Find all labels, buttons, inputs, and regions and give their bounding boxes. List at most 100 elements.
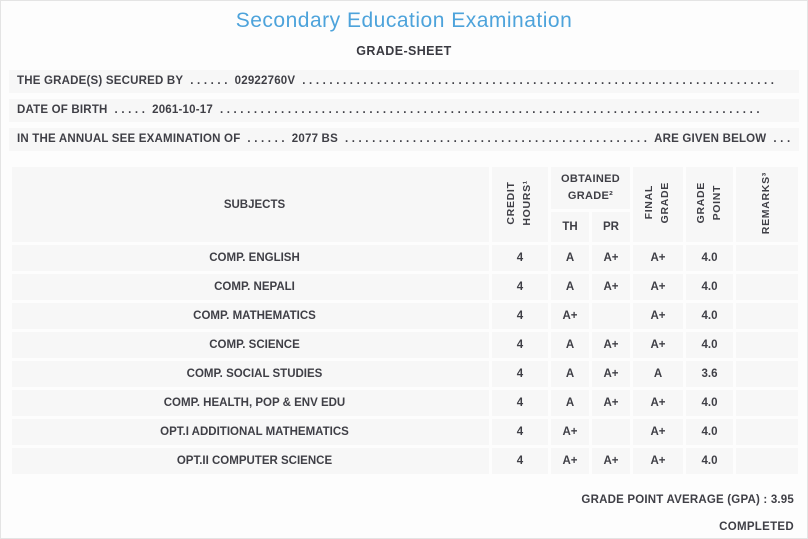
subject-cell: OPT.II COMPUTER SCIENCE (12, 448, 489, 474)
final-grade-cell: A+ (633, 448, 683, 474)
pr-grade-cell: A+ (592, 390, 630, 416)
credit-hours-cell: 4 (492, 419, 548, 445)
final-grade-cell: A (633, 361, 683, 387)
leader-dots: . . . (773, 133, 791, 145)
remarks-cell (736, 361, 798, 387)
remarks-cell (736, 448, 798, 474)
pr-grade-cell (592, 303, 630, 329)
th-grade-cell: A+ (551, 448, 589, 474)
info-examination-year: IN THE ANNUAL SEE EXAMINATION OF . . . . … (9, 128, 799, 151)
info-suffix: ARE GIVEN BELOW (654, 133, 767, 145)
info-value-exam-year: 2077 BS (291, 133, 338, 145)
credit-hours-cell: 4 (492, 303, 548, 329)
subject-cell: COMP. SOCIAL STUDIES (12, 361, 489, 387)
grade-table: SUBJECTS CREDIT HOURS¹ OBTAINED GRADE² F… (9, 164, 801, 477)
col-header-obtained-grade: OBTAINED GRADE² (551, 167, 630, 209)
credit-hours-cell: 4 (492, 448, 548, 474)
grade-point-cell: 4.0 (686, 303, 733, 329)
th-grade-cell: A (551, 361, 589, 387)
pr-grade-cell: A+ (592, 332, 630, 358)
info-grades-secured: THE GRADE(S) SECURED BY . . . . . . 029227… (9, 70, 799, 93)
subject-cell: COMP. NEPALI (12, 274, 489, 300)
subject-cell: OPT.I ADDITIONAL MATHEMATICS (12, 419, 489, 445)
table-row: COMP. ENGLISH 4 A A+ A+ 4.0 (12, 245, 798, 271)
final-grade-vertical-label: FINAL GRADE (643, 182, 671, 224)
subject-cell: COMP. HEALTH, POP & ENV EDU (12, 390, 489, 416)
remarks-cell (736, 332, 798, 358)
subject-cell: COMP. ENGLISH (12, 245, 489, 271)
table-row: COMP. SCIENCE 4 A A+ A+ 4.0 (12, 332, 798, 358)
table-row: OPT.I ADDITIONAL MATHEMATICS 4 A+ A+ 4.0 (12, 419, 798, 445)
pr-grade-cell: A+ (592, 274, 630, 300)
table-row: COMP. NEPALI 4 A A+ A+ 4.0 (12, 274, 798, 300)
grade-point-cell: 4.0 (686, 448, 733, 474)
info-value-symbol-number: 02922760V (234, 75, 296, 87)
info-label: DATE OF BIRTH (17, 104, 108, 116)
grade-point-cell: 4.0 (686, 332, 733, 358)
grade-point-cell: 4.0 (686, 245, 733, 271)
status-completed: COMPLETED (719, 521, 794, 533)
leader-dots: . . . . . . (190, 75, 228, 87)
final-grade-cell: A+ (633, 303, 683, 329)
grade-point-vertical-label: GRADE POINT (694, 182, 723, 224)
page-subtitle: GRADE-SHEET (356, 44, 452, 58)
th-grade-cell: A (551, 274, 589, 300)
final-grade-cell: A+ (633, 274, 683, 300)
th-grade-cell: A (551, 332, 589, 358)
pr-grade-cell (592, 419, 630, 445)
final-grade-cell: A+ (633, 419, 683, 445)
obtained-grade-label: OBTAINED GRADE² (560, 172, 621, 202)
table-row: COMP. MATHEMATICS 4 A+ A+ 4.0 (12, 303, 798, 329)
pr-grade-cell: A+ (592, 245, 630, 271)
info-value-dob: 2061-10-17 (152, 104, 213, 116)
col-header-pr: PR (592, 212, 630, 242)
remarks-cell (736, 245, 798, 271)
table-row: COMP. SOCIAL STUDIES 4 A A+ A 3.6 (12, 361, 798, 387)
grade-table-wrap: SUBJECTS CREDIT HOURS¹ OBTAINED GRADE² F… (9, 164, 799, 477)
table-row: OPT.II COMPUTER SCIENCE 4 A+ A+ A+ 4.0 (12, 448, 798, 474)
leader-dots: . . . . . . . . . . . . . . . . . . . . … (344, 133, 648, 145)
final-grade-cell: A+ (633, 245, 683, 271)
th-grade-cell: A+ (551, 303, 589, 329)
col-header-credit-hours: CREDIT HOURS¹ (492, 167, 548, 242)
info-label: IN THE ANNUAL SEE EXAMINATION OF (17, 133, 241, 145)
col-header-remarks: REMARKS³ (736, 167, 798, 242)
subject-cell: COMP. MATHEMATICS (12, 303, 489, 329)
th-grade-cell: A+ (551, 419, 589, 445)
pr-grade-cell: A+ (592, 361, 630, 387)
leader-dots: . . . . . . (247, 133, 285, 145)
remarks-cell (736, 390, 798, 416)
grade-point-cell: 3.6 (686, 361, 733, 387)
grade-point-cell: 4.0 (686, 274, 733, 300)
page-title: Secondary Education Examination (235, 9, 573, 32)
final-grade-cell: A+ (633, 332, 683, 358)
leader-dots: . . . . . (114, 104, 146, 116)
grade-point-cell: 4.0 (686, 419, 733, 445)
grade-point-cell: 4.0 (686, 390, 733, 416)
credit-hours-vertical-label: CREDIT HOURS¹ (505, 180, 533, 226)
th-grade-cell: A (551, 390, 589, 416)
final-grade-cell: A+ (633, 390, 683, 416)
remarks-cell (736, 274, 798, 300)
th-grade-cell: A (551, 245, 589, 271)
leader-dots: . . . . . . . . . . . . . . . . . . . . … (302, 75, 775, 87)
remarks-cell (736, 419, 798, 445)
col-header-th: TH (551, 212, 589, 242)
col-header-final-grade: FINAL GRADE (633, 167, 683, 242)
remarks-cell (736, 303, 798, 329)
info-section: THE GRADE(S) SECURED BY . . . . . . 029227… (1, 70, 807, 151)
col-header-subjects: SUBJECTS (12, 167, 489, 242)
info-date-of-birth: DATE OF BIRTH . . . . . 2061-10-17 . . . . … (9, 99, 799, 122)
table-subheader-row: TH PR (12, 212, 798, 242)
table-header-row: SUBJECTS CREDIT HOURS¹ OBTAINED GRADE² F… (12, 167, 798, 242)
subject-cell: COMP. SCIENCE (12, 332, 489, 358)
credit-hours-cell: 4 (492, 332, 548, 358)
credit-hours-cell: 4 (492, 274, 548, 300)
credit-hours-cell: 4 (492, 245, 548, 271)
credit-hours-cell: 4 (492, 361, 548, 387)
gpa-text: GRADE POINT AVERAGE (GPA) : 3.95 (581, 494, 794, 506)
table-row: COMP. HEALTH, POP & ENV EDU 4 A A+ A+ 4.… (12, 390, 798, 416)
col-header-grade-point: GRADE POINT (686, 167, 733, 242)
credit-hours-cell: 4 (492, 390, 548, 416)
